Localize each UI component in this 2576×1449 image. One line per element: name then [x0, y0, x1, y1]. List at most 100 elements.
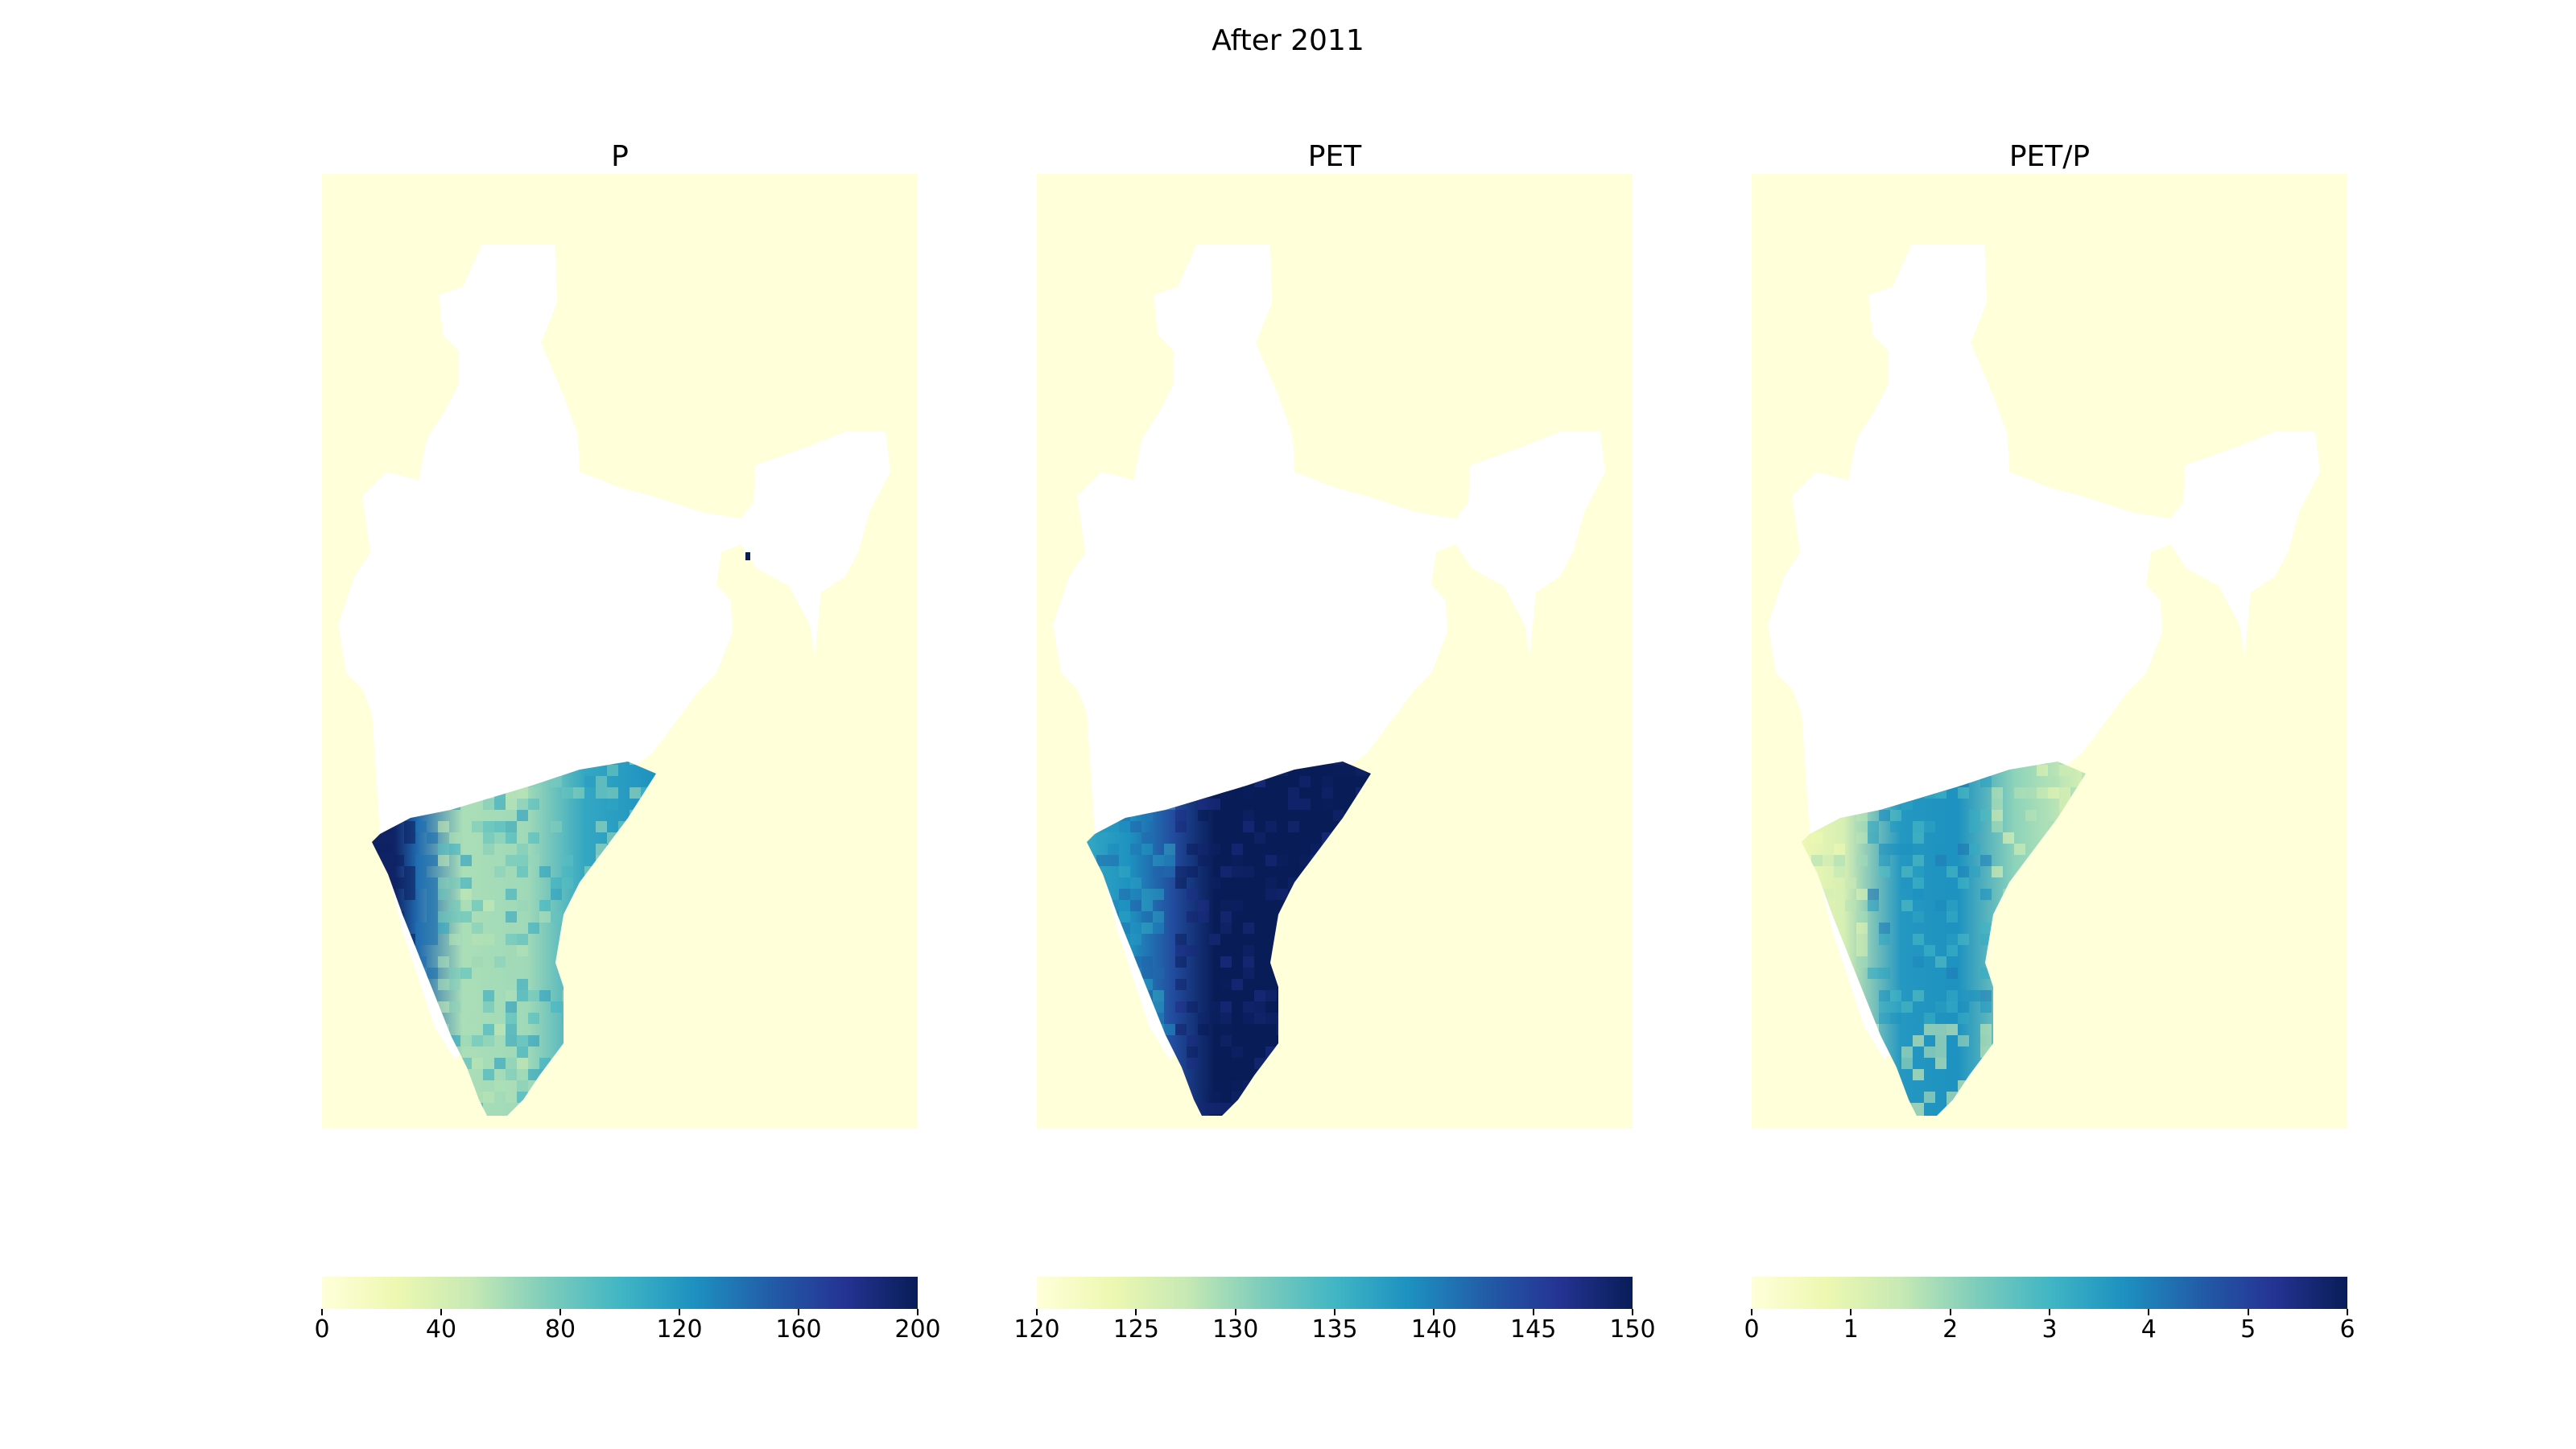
heatmap-cell [1958, 990, 1969, 1001]
colorbar-tick-mark [1850, 1309, 1852, 1315]
heatmap-cell [415, 934, 427, 945]
heatmap-cell [472, 1058, 483, 1069]
heatmap-cell [506, 832, 517, 844]
heatmap-cell [1187, 1001, 1198, 1013]
heatmap-cell [427, 923, 438, 934]
heatmap-cell [584, 776, 596, 787]
heatmap-cell [1220, 956, 1232, 968]
heatmap-cell [1879, 866, 1890, 877]
heatmap-cell [1856, 855, 1868, 866]
heatmap-cell [517, 1080, 528, 1092]
heatmap-cell [1913, 1103, 1924, 1114]
heatmap-cell [1130, 923, 1141, 934]
heatmap-cell [1243, 923, 1254, 934]
heatmap-cell [1890, 1013, 1901, 1024]
heatmap-cell [1856, 945, 1868, 956]
heatmap-cell [506, 799, 517, 810]
heatmap-cell [1924, 945, 1935, 956]
heatmap-cell [1935, 855, 1946, 866]
heatmap-cell [1946, 968, 1958, 979]
heatmap-cell [1946, 900, 1958, 911]
heatmap-cell [1243, 821, 1254, 832]
heatmap-map [1752, 174, 2347, 1129]
heatmap-cell [1958, 844, 1969, 855]
heatmap-cell [1958, 1035, 1969, 1046]
heatmap-cell [1958, 877, 1969, 889]
heatmap-cell [1175, 945, 1187, 956]
heatmap-cell [596, 787, 607, 799]
heatmap-cell [1175, 877, 1187, 889]
heatmap-cell [1913, 877, 1924, 889]
panel-title: P [611, 140, 629, 173]
heatmap-cell [1254, 832, 1265, 844]
heatmap-cell [1175, 979, 1187, 990]
heatmap-cell [517, 1035, 528, 1046]
heatmap-cell [415, 877, 427, 889]
heatmap-cell [1879, 934, 1890, 945]
heatmap-cell [483, 1092, 494, 1103]
heatmap-cell [506, 855, 517, 866]
heatmap-cell [483, 1069, 494, 1080]
colorbar [1752, 1277, 2347, 1309]
heatmap-cell [1198, 855, 1209, 866]
heatmap-cell [483, 990, 494, 1001]
heatmap-cell [1119, 866, 1130, 877]
heatmap-cell [506, 1069, 517, 1080]
heatmap-cell [1924, 1024, 1935, 1035]
heatmap-cell [1868, 968, 1879, 979]
heatmap-cell [1220, 1013, 1232, 1024]
colorbar-tick-mark [1036, 1309, 1038, 1315]
heatmap-cell [449, 968, 460, 979]
heatmap-cell [1980, 810, 1992, 821]
colorbar-tick-label: 2 [1942, 1315, 1959, 1344]
colorbar-tick-mark [1949, 1309, 1951, 1315]
heatmap-cell [1958, 1013, 1969, 1024]
heatmap-cell [1198, 1013, 1209, 1024]
heatmap-cell [528, 923, 539, 934]
heatmap-cell [1856, 821, 1868, 832]
heatmap-cell [1175, 810, 1187, 821]
heatmap-cell [1333, 810, 1344, 821]
colorbar-tick-label: 200 [894, 1315, 941, 1344]
heatmap-cell [1992, 799, 2003, 810]
heatmap-cell [1198, 844, 1209, 855]
colorbar-tick-label: 0 [314, 1315, 330, 1344]
heatmap-cell [472, 821, 483, 832]
heatmap-cell [539, 900, 551, 911]
heatmap-cell [539, 911, 551, 923]
heatmap-cell [1924, 1013, 1935, 1024]
heatmap-cell [404, 866, 415, 877]
heatmap-cell [2048, 787, 2059, 799]
heatmap-cell [1243, 945, 1254, 956]
heatmap-cell [1946, 1001, 1958, 1013]
colorbar-gradient [322, 1277, 918, 1309]
heatmap-cell [1232, 1080, 1243, 1092]
heatmap-cell [1187, 889, 1198, 900]
colorbar-tick-label: 0 [1744, 1315, 1760, 1344]
heatmap-cell [1879, 844, 1890, 855]
heatmap-cell [1834, 866, 1845, 877]
heatmap-cell [1322, 799, 1333, 810]
heatmap-cell [1130, 877, 1141, 889]
heatmap-cell [1141, 889, 1153, 900]
heatmap-cell [1243, 1013, 1254, 1024]
colorbar-tick-label: 120 [1013, 1315, 1060, 1344]
heatmap-cell [1969, 821, 1980, 832]
heatmap-cell [1913, 934, 1924, 945]
heatmap-cell [517, 855, 528, 866]
heatmap-cell [1243, 956, 1254, 968]
heatmap-cell [1879, 923, 1890, 934]
heatmap-cell [1811, 855, 1823, 866]
colorbar-tick-mark [1334, 1309, 1335, 1315]
colorbar [322, 1277, 918, 1309]
heatmap-cell [506, 1035, 517, 1046]
heatmap-cell [1913, 956, 1924, 968]
heatmap-cell [1108, 844, 1119, 855]
heatmap-cell [483, 832, 494, 844]
heatmap-cell [517, 866, 528, 877]
heatmap-cell [2025, 810, 2037, 821]
heatmap-cell [1980, 923, 1992, 934]
heatmap-cell [551, 1001, 562, 1013]
heatmap-cell [449, 832, 460, 844]
heatmap-cell [1856, 934, 1868, 945]
